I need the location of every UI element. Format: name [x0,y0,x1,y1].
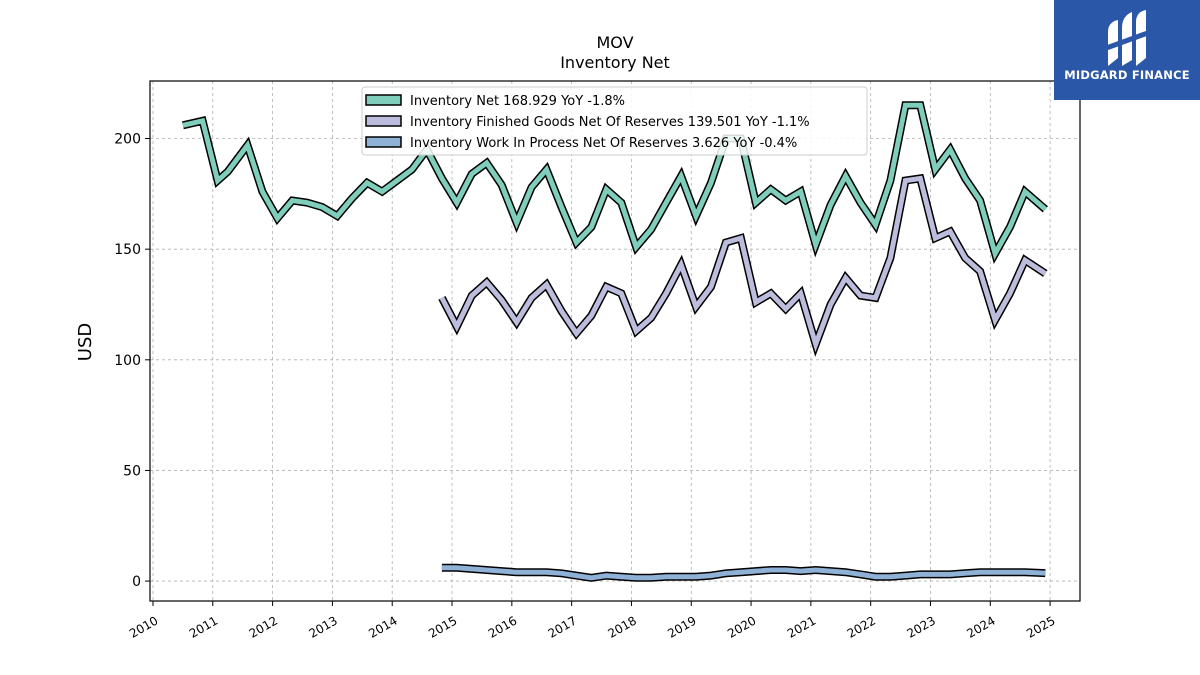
x-tick-label: 2015 [426,613,459,640]
brand-logo: MIDGARD FINANCE [1054,0,1200,100]
x-tick-label: 2018 [605,613,638,640]
x-tick-label: 2010 [127,613,160,640]
x-tick-label: 2020 [725,613,758,640]
legend-label-2: Inventory Work In Process Net Of Reserve… [410,136,797,151]
plot-frame [149,80,1081,602]
chart-title: MOV [596,33,633,52]
series-outline-1 [438,173,1048,357]
x-tick-label: 2021 [785,613,818,640]
x-axis-ticks: 2010 2011 2012 2013 2014 2015 2016 2017 2018 2019… [127,601,1058,641]
y-tick-label: 200 [114,132,141,148]
legend-swatch-0 [365,94,402,106]
y-tick-label: 50 [123,463,141,479]
legend-box [361,86,868,156]
y-tick-label: 150 [114,242,141,258]
legend-label-0: Inventory Net 168.929 YoY -1.8% [410,94,625,109]
x-tick-label: 2025 [1024,613,1057,640]
x-tick-label: 2023 [905,613,938,640]
x-tick-label: 2011 [187,613,220,640]
x-tick-label: 2017 [546,613,579,640]
y-tick-label: 100 [114,353,141,369]
logo-mark-icon [1106,10,1148,66]
series-lines [182,101,1048,582]
y-axis-label: USD [75,323,96,361]
x-tick-label: 2013 [306,613,339,640]
chart-subtitle: Inventory Net [560,53,670,72]
logo-text: MIDGARD FINANCE [1064,68,1190,82]
series-line-1 [439,175,1047,353]
legend-swatch-1 [365,115,402,127]
legend: Inventory Net 168.929 YoY -1.8% Inventory… [361,86,868,156]
x-tick-label: 2024 [964,613,997,640]
legend-swatch-2 [365,136,402,148]
x-tick-label: 2022 [845,613,878,640]
y-tick-label: 0 [132,574,141,590]
y-axis-ticks: 0 50 100 150 200 [114,132,150,590]
x-tick-label: 2016 [486,613,519,640]
x-tick-label: 2019 [665,613,698,640]
series-line-2 [441,565,1046,581]
x-tick-label: 2012 [247,613,280,640]
legend-label-1: Inventory Finished Goods Net Of Reserves… [410,115,810,130]
x-tick-label: 2014 [366,613,399,640]
series-line-0 [182,102,1047,261]
